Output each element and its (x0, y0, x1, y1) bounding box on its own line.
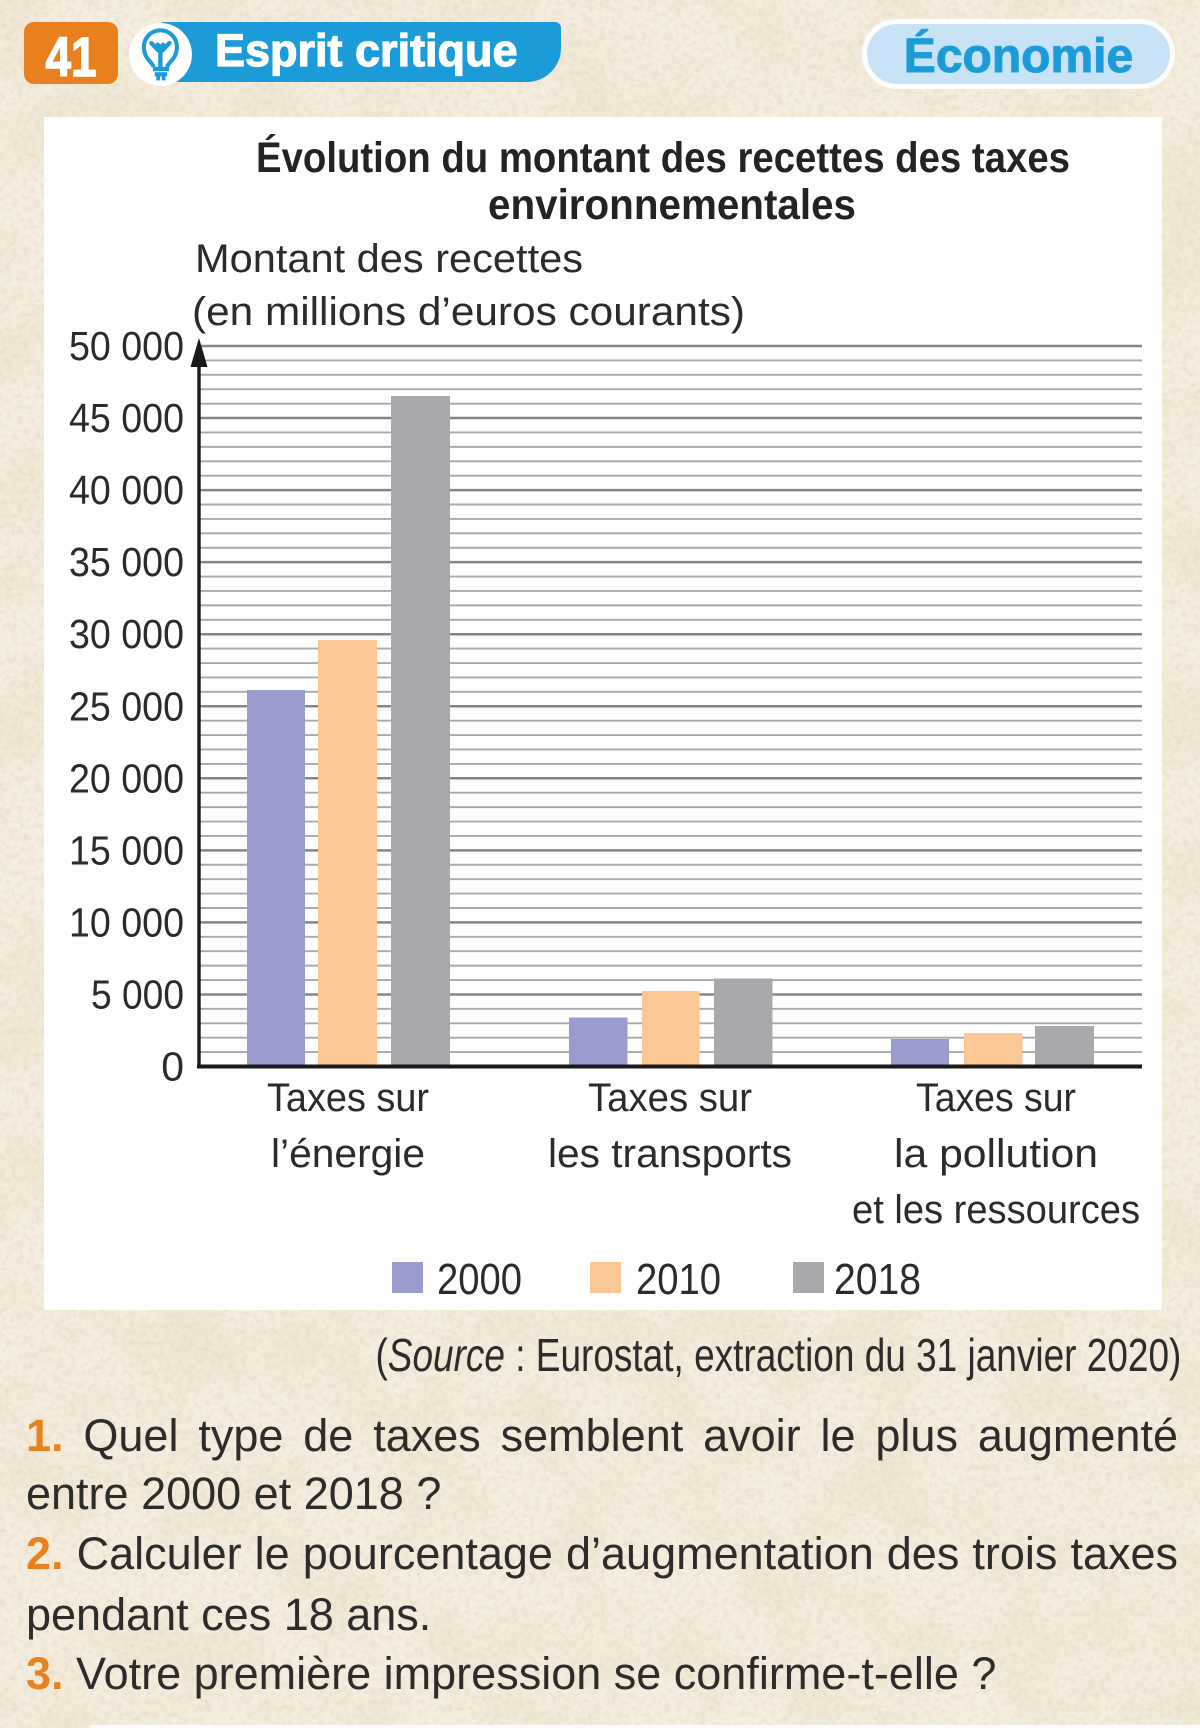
svg-text:30 000: 30 000 (69, 611, 184, 657)
svg-text:2000: 2000 (437, 1255, 522, 1304)
svg-text:0: 0 (161, 1044, 184, 1090)
svg-text:25 000: 25 000 (69, 683, 184, 729)
svg-text:Taxes sur: Taxes sur (588, 1076, 752, 1120)
svg-text:35 000: 35 000 (69, 539, 184, 585)
svg-text:45 000: 45 000 (69, 395, 184, 441)
svg-text:10 000: 10 000 (69, 899, 184, 945)
svg-text:20 000: 20 000 (69, 755, 184, 801)
svg-text:Taxes sur: Taxes sur (267, 1076, 429, 1120)
svg-text:15 000: 15 000 (69, 827, 184, 873)
svg-text:50 000: 50 000 (69, 323, 184, 369)
svg-text:(en millions d’euros courants): (en millions d’euros courants) (192, 290, 745, 334)
svg-text:2010: 2010 (636, 1255, 721, 1304)
svg-text:40 000: 40 000 (69, 467, 184, 513)
svg-text:Évolution du montant des recet: Évolution du montant des recettes des ta… (256, 134, 1070, 182)
svg-text:les transports: les transports (548, 1132, 792, 1176)
svg-text:Taxes sur: Taxes sur (916, 1076, 1076, 1120)
svg-text:Montant des recettes: Montant des recettes (195, 237, 583, 281)
svg-text:environnementales: environnementales (488, 181, 856, 229)
svg-text:2018: 2018 (834, 1255, 921, 1304)
svg-text:la pollution: la pollution (894, 1132, 1098, 1176)
svg-text:5 000: 5 000 (91, 971, 184, 1017)
svg-text:et les ressources: et les ressources (852, 1188, 1140, 1232)
svg-text:l’énergie: l’énergie (271, 1132, 425, 1176)
